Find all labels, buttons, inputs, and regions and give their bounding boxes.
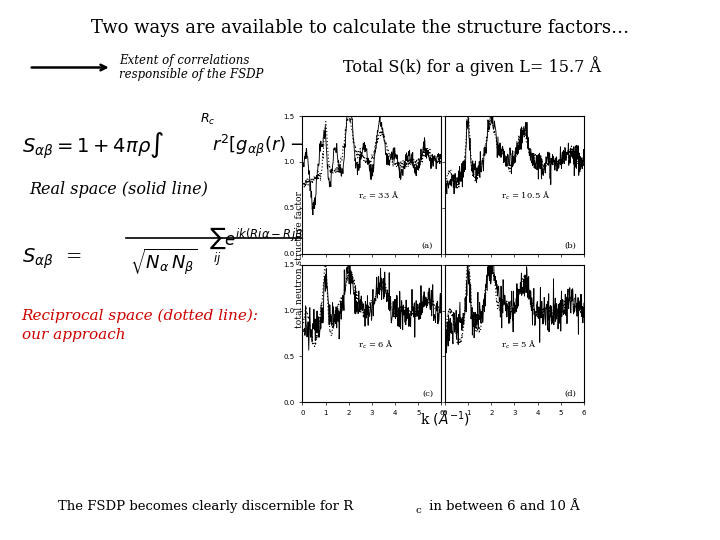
Text: $\mathregular{dr}$: $\mathregular{dr}$	[387, 127, 408, 145]
Text: total neutron structure factor: total neutron structure factor	[295, 191, 304, 328]
Text: k $(\AA^{-1})$: k $(\AA^{-1})$	[420, 410, 469, 429]
Text: our approach: our approach	[22, 328, 125, 342]
Text: The FSDP becomes clearly discernible for R: The FSDP becomes clearly discernible for…	[58, 500, 353, 513]
Text: c: c	[415, 506, 421, 515]
Text: Real space (solid line): Real space (solid line)	[29, 180, 207, 198]
Text: $\sum_{ij} e^{ik(Ri\alpha - Rj\beta)}$: $\sum_{ij} e^{ik(Ri\alpha - Rj\beta)}$	[209, 226, 307, 269]
Text: $\sqrt{N_\alpha\, N_\beta}$: $\sqrt{N_\alpha\, N_\beta}$	[130, 247, 197, 277]
Text: responsible of the FSDP: responsible of the FSDP	[119, 68, 264, 81]
Text: r$_c$ = 6 Å: r$_c$ = 6 Å	[358, 338, 394, 350]
Text: (d): (d)	[564, 390, 576, 398]
Text: $r^2[g_{\alpha\beta}(r) - 1]$: $r^2[g_{\alpha\beta}(r) - 1]$	[212, 133, 327, 159]
Text: r$_c$ = 10.5 Å: r$_c$ = 10.5 Å	[500, 190, 550, 202]
Text: Two ways are available to calculate the structure factors…: Two ways are available to calculate the …	[91, 19, 629, 37]
Text: $\mathregular{sinkr}$: $\mathregular{sinkr}$	[340, 118, 377, 133]
Text: (c): (c)	[422, 390, 433, 398]
Text: $S_{\alpha\beta} = 1 + 4\pi\rho \int$: $S_{\alpha\beta} = 1 + 4\pi\rho \int$	[22, 131, 163, 161]
Text: (b): (b)	[564, 241, 576, 249]
Text: $R_c$: $R_c$	[200, 112, 215, 127]
Text: $\mathregular{kr}$: $\mathregular{kr}$	[350, 137, 367, 152]
Text: in between 6 and 10 Å: in between 6 and 10 Å	[425, 500, 580, 513]
Text: $S_{\alpha\beta}$  =: $S_{\alpha\beta}$ =	[22, 247, 81, 272]
Text: Reciprocal space (dotted line):: Reciprocal space (dotted line):	[22, 309, 258, 323]
Text: r$_c$ = 33 Å: r$_c$ = 33 Å	[358, 190, 400, 202]
Text: r$_c$ = 5 Å: r$_c$ = 5 Å	[500, 338, 536, 350]
Text: Total S(k) for a given L= 15.7 Å: Total S(k) for a given L= 15.7 Å	[343, 57, 600, 76]
Text: Extent of correlations: Extent of correlations	[119, 54, 249, 67]
Text: (a): (a)	[422, 241, 433, 249]
